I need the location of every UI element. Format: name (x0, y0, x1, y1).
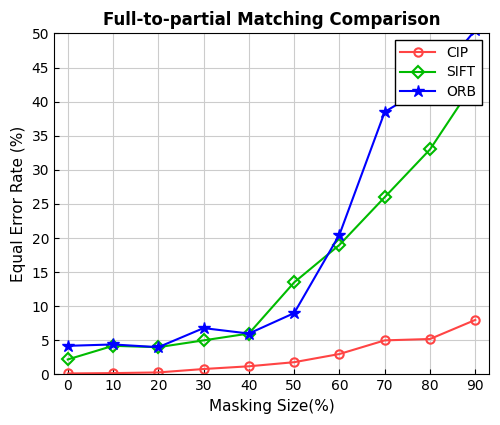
CIP (472, 317, 478, 323)
ORB (200, 326, 206, 331)
CIP (382, 338, 388, 343)
SIFT (472, 79, 478, 84)
ORB (336, 232, 342, 237)
ORB (472, 28, 478, 33)
SIFT (246, 331, 252, 336)
Title: Full-to-partial Matching Comparison: Full-to-partial Matching Comparison (103, 11, 440, 29)
ORB (246, 331, 252, 336)
CIP (291, 360, 297, 365)
Legend: CIP, SIFT, ORB: CIP, SIFT, ORB (395, 40, 482, 105)
SIFT (200, 338, 206, 343)
SIFT (64, 357, 70, 362)
CIP (246, 364, 252, 369)
SIFT (336, 242, 342, 247)
Y-axis label: Equal Error Rate (%): Equal Error Rate (%) (11, 126, 26, 282)
CIP (110, 371, 116, 376)
CIP (336, 351, 342, 357)
ORB (427, 82, 433, 87)
CIP (64, 371, 70, 376)
SIFT (382, 195, 388, 200)
SIFT (110, 343, 116, 348)
ORB (382, 109, 388, 114)
ORB (110, 342, 116, 347)
ORB (156, 345, 162, 350)
Line: SIFT: SIFT (64, 77, 480, 364)
SIFT (427, 147, 433, 152)
CIP (200, 366, 206, 371)
ORB (291, 311, 297, 316)
ORB (64, 343, 70, 348)
CIP (156, 370, 162, 375)
X-axis label: Masking Size(%): Masking Size(%) (208, 399, 334, 414)
SIFT (156, 345, 162, 350)
SIFT (291, 280, 297, 285)
Line: CIP: CIP (64, 316, 480, 378)
Line: ORB: ORB (62, 24, 482, 354)
CIP (427, 337, 433, 342)
